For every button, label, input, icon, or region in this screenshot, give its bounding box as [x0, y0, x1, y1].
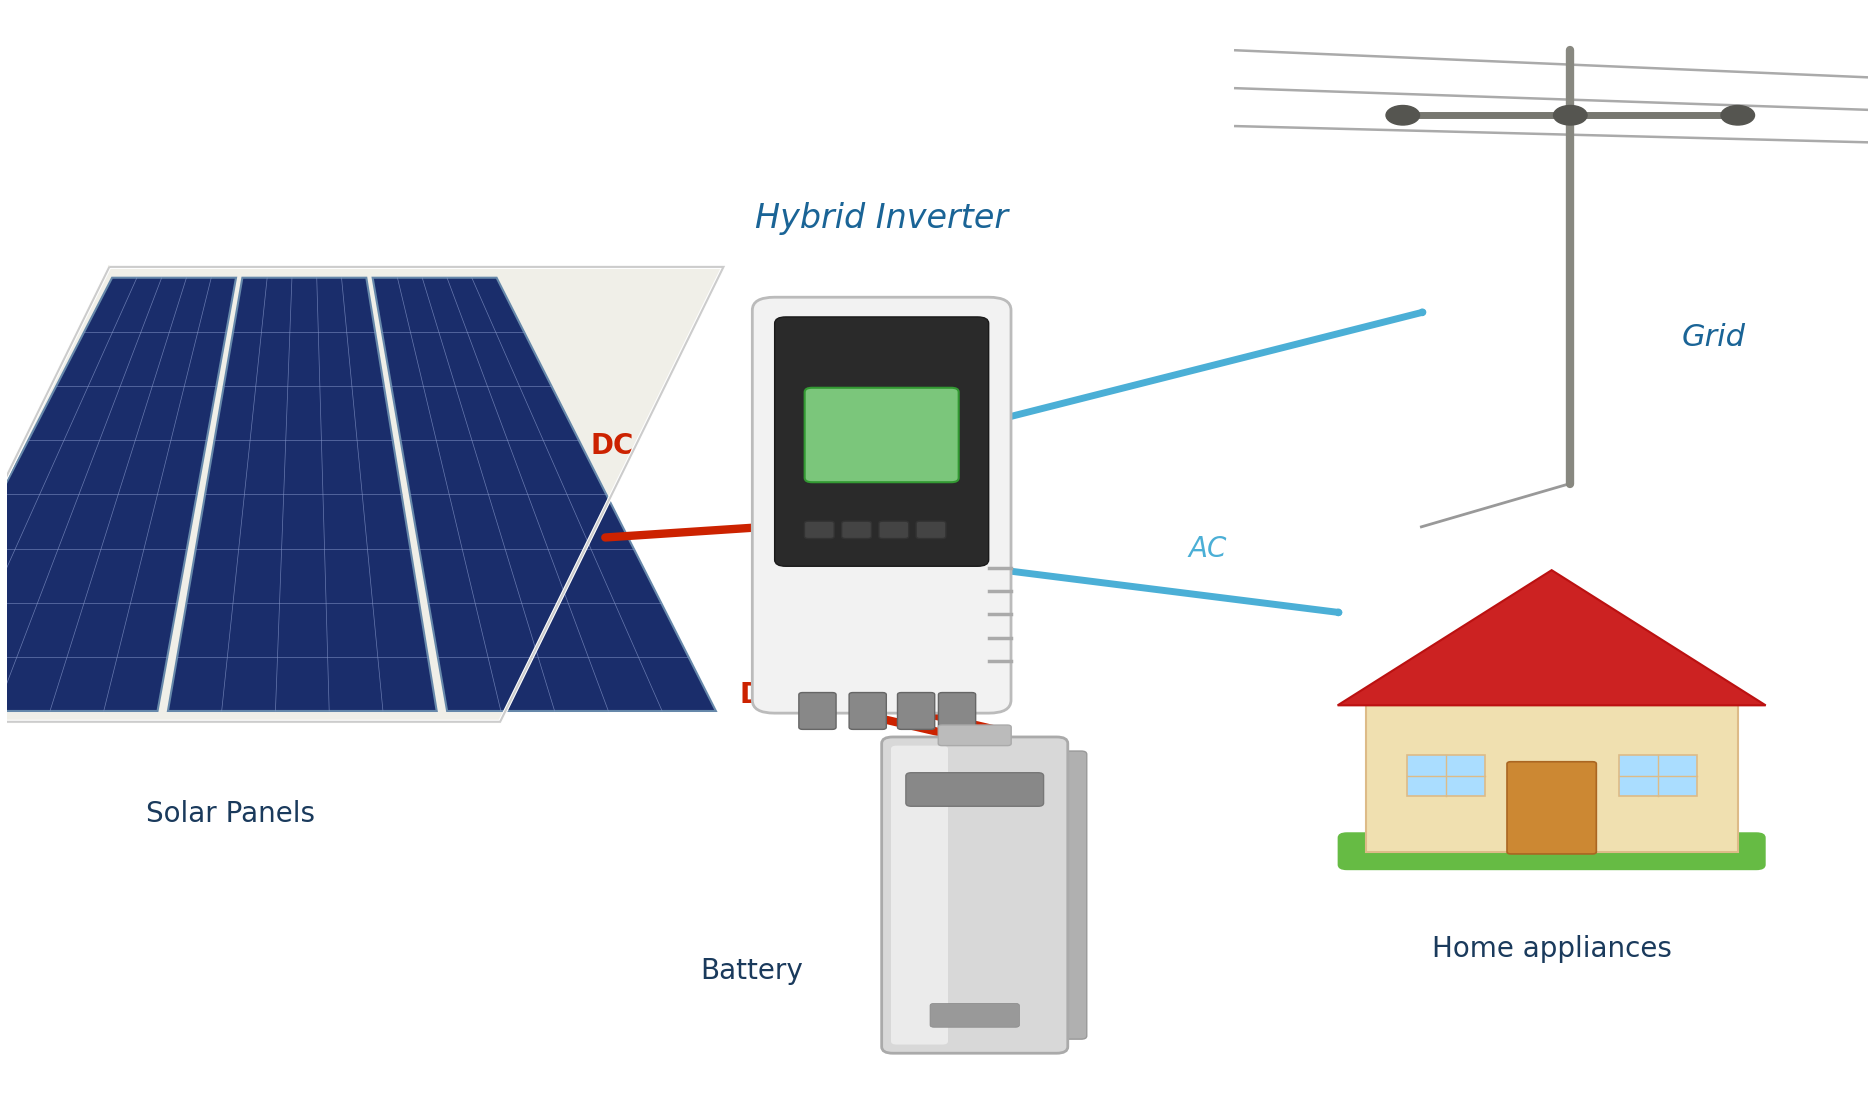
- Text: Grid: Grid: [1682, 323, 1746, 352]
- Circle shape: [1554, 105, 1586, 125]
- Text: Solar Panels: Solar Panels: [146, 800, 315, 828]
- Circle shape: [1721, 105, 1755, 125]
- Text: DC: DC: [591, 431, 634, 460]
- FancyBboxPatch shape: [1365, 705, 1738, 851]
- FancyBboxPatch shape: [752, 297, 1011, 713]
- FancyBboxPatch shape: [1337, 833, 1766, 870]
- FancyBboxPatch shape: [879, 521, 909, 539]
- FancyBboxPatch shape: [1406, 755, 1485, 796]
- FancyBboxPatch shape: [849, 692, 887, 730]
- FancyBboxPatch shape: [906, 772, 1044, 806]
- FancyBboxPatch shape: [891, 746, 949, 1044]
- FancyBboxPatch shape: [804, 387, 958, 483]
- Polygon shape: [1337, 570, 1766, 705]
- FancyBboxPatch shape: [917, 521, 945, 539]
- Text: Home appliances: Home appliances: [1432, 936, 1672, 963]
- FancyBboxPatch shape: [1508, 761, 1596, 853]
- Polygon shape: [373, 278, 716, 711]
- Text: AC: AC: [1189, 534, 1226, 563]
- FancyBboxPatch shape: [804, 521, 834, 539]
- Polygon shape: [0, 267, 724, 722]
- Polygon shape: [0, 278, 236, 711]
- FancyBboxPatch shape: [1618, 755, 1697, 796]
- FancyBboxPatch shape: [938, 692, 975, 730]
- FancyBboxPatch shape: [930, 1004, 1020, 1027]
- FancyBboxPatch shape: [881, 737, 1067, 1053]
- FancyBboxPatch shape: [1052, 751, 1087, 1039]
- FancyBboxPatch shape: [842, 521, 872, 539]
- Polygon shape: [169, 278, 437, 711]
- FancyBboxPatch shape: [898, 692, 936, 730]
- Text: DC: DC: [739, 681, 782, 709]
- Text: Battery: Battery: [699, 957, 802, 985]
- Text: Hybrid Inverter: Hybrid Inverter: [756, 202, 1009, 235]
- FancyBboxPatch shape: [774, 317, 988, 566]
- FancyBboxPatch shape: [938, 725, 1011, 746]
- Circle shape: [1386, 105, 1419, 125]
- FancyBboxPatch shape: [799, 692, 836, 730]
